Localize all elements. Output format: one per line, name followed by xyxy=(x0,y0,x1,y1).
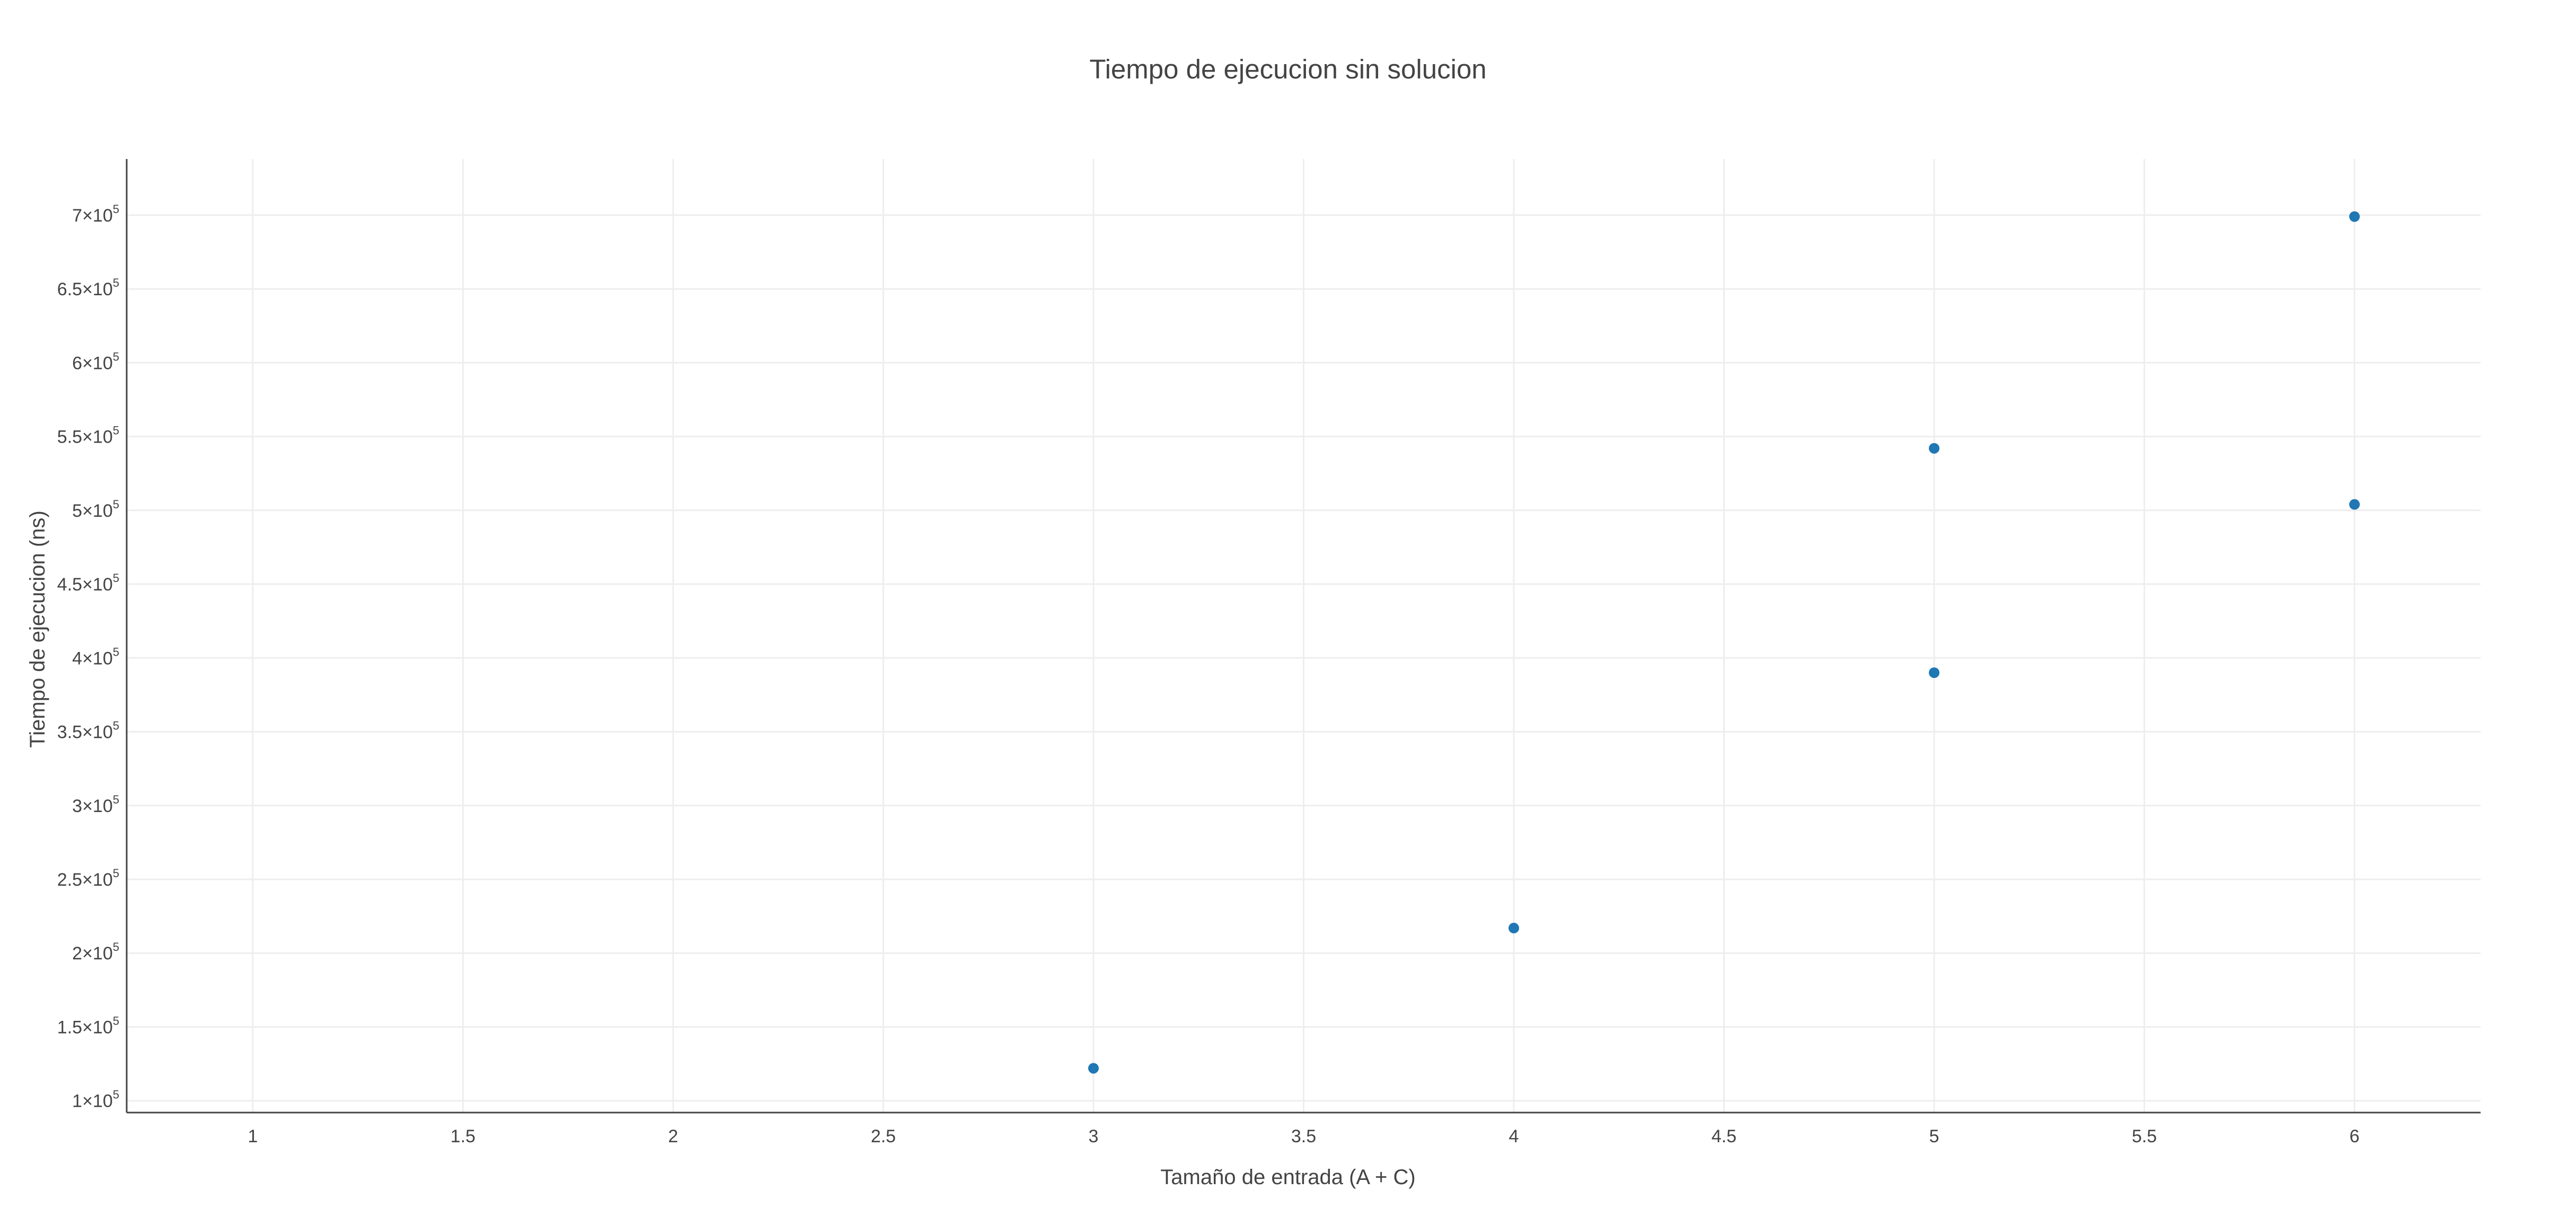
x-tick-label: 1.5 xyxy=(451,1126,475,1146)
y-tick-label: 1.5×105 xyxy=(57,1014,119,1037)
x-axis-title: Tamaño de entrada (A + C) xyxy=(1160,1166,1415,1189)
y-tick-label: 5.5×105 xyxy=(57,424,119,447)
chart-title: Tiempo de ejecucion sin solucion xyxy=(1089,54,1486,84)
x-tick-label: 5.5 xyxy=(2132,1126,2157,1146)
x-tick-labels: 1 1.5 2 2.5 3 3.5 4 4.5 5 5.5 6 xyxy=(248,1126,2359,1146)
y-tick-label: 2.5×105 xyxy=(57,867,119,890)
y-tick-label: 1×105 xyxy=(72,1088,119,1112)
x-tick-label: 3.5 xyxy=(1291,1126,1316,1146)
y-axis-title: Tiempo de ejecucion (ns) xyxy=(26,510,49,748)
data-points xyxy=(1088,211,2360,1074)
x-tick-label: 1 xyxy=(248,1126,258,1146)
axes xyxy=(126,159,2481,1114)
data-point xyxy=(1088,1063,1099,1074)
data-point xyxy=(1929,667,1940,678)
x-tick-label: 5 xyxy=(1929,1126,1939,1146)
x-tick-label: 3 xyxy=(1089,1126,1099,1146)
x-tick-label: 4.5 xyxy=(1712,1126,1736,1146)
x-tick-label: 2 xyxy=(668,1126,678,1146)
grid-lines xyxy=(127,159,2481,1113)
y-tick-label: 6×105 xyxy=(72,350,119,373)
data-point xyxy=(2349,499,2360,510)
y-tick-label: 3.5×105 xyxy=(57,719,119,743)
y-tick-label: 5×105 xyxy=(72,498,119,521)
y-tick-label: 7×105 xyxy=(72,202,119,226)
x-tick-label: 4 xyxy=(1509,1126,1519,1146)
data-point xyxy=(2349,211,2360,222)
y-tick-label: 6.5×105 xyxy=(57,276,119,299)
x-tick-label: 2.5 xyxy=(871,1126,896,1146)
x-tick-label: 6 xyxy=(2350,1126,2360,1146)
y-tick-label: 4×105 xyxy=(72,645,119,668)
y-tick-label: 2×105 xyxy=(72,940,119,964)
data-point xyxy=(1508,922,1520,933)
y-tick-label: 3×105 xyxy=(72,793,119,816)
y-tick-labels: 1×105 1.5×105 2×105 2.5×105 3×105 3.5×105 4×10… xyxy=(57,202,119,1112)
y-tick-label: 4.5×105 xyxy=(57,571,119,595)
data-point xyxy=(1929,443,1940,454)
